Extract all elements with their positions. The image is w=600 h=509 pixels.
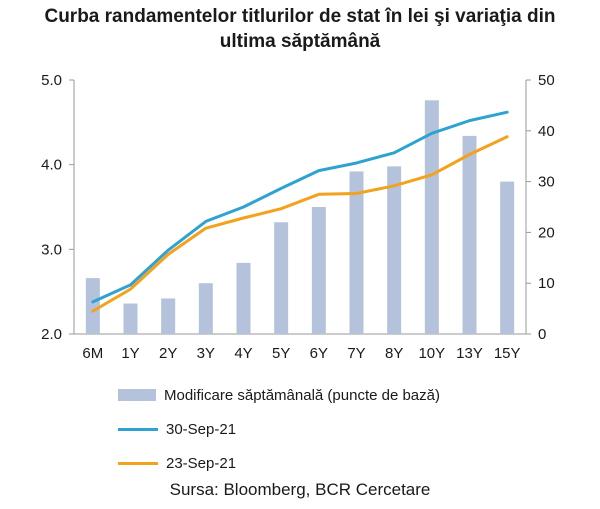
x-tick-label: 6M xyxy=(82,345,103,362)
legend-label-bars: Modificare săptămânală (puncte de bază) xyxy=(164,386,440,404)
y-right-tick-label: 10 xyxy=(538,275,555,292)
chart-title-line2: ultima săptămână xyxy=(219,31,381,52)
line-series-sep23 xyxy=(91,135,509,313)
line-series-sep30 xyxy=(91,110,509,304)
bar-6Y xyxy=(311,207,326,334)
y-right-tick-label: 30 xyxy=(538,174,555,191)
y-left-tick-label: 3.0 xyxy=(41,241,62,258)
bar-1Y xyxy=(123,303,138,334)
bar-13Y xyxy=(462,135,477,334)
y-right-tick-label: 40 xyxy=(538,123,555,140)
yield-curve-chart: 2.0 3.0 4.0 5.0 0 10 20 30 40 50 6M 1Y 2Y 3Y 4Y 5Y 6Y 7Y 8… xyxy=(41,72,555,362)
legend-swatch-sep30 xyxy=(118,427,158,431)
chart-legend: Modificare săptămânală (puncte de bază) … xyxy=(118,378,440,480)
legend-item-sep30: 30-Sep-21 xyxy=(118,412,440,446)
bar-4Y xyxy=(236,262,251,334)
bar-8Y xyxy=(387,166,402,334)
x-tick-label: 2Y xyxy=(159,345,177,362)
x-tick-label: 5Y xyxy=(272,345,290,362)
source-note: Sursa: Bloomberg, BCR Cercetare xyxy=(169,480,431,499)
y-left-tick-label: 2.0 xyxy=(41,326,62,343)
x-tick-label: 10Y xyxy=(418,345,445,362)
legend-swatch-bars xyxy=(118,389,156,401)
bar-2Y xyxy=(161,298,176,334)
chart-title: Curba randamentelor titlurilor de stat î… xyxy=(0,4,600,54)
bar-3Y xyxy=(198,283,213,334)
x-tick-label: 1Y xyxy=(121,345,139,362)
x-tick-label: 13Y xyxy=(456,345,483,362)
y-right-tick-label: 50 xyxy=(538,72,555,89)
x-tick-label: 8Y xyxy=(385,345,403,362)
y-left-tick-label: 5.0 xyxy=(41,72,62,89)
bar-5Y xyxy=(274,222,289,334)
x-tick-label: 4Y xyxy=(234,345,252,362)
legend-item-bars: Modificare săptămânală (puncte de bază) xyxy=(118,378,440,412)
y-left-tick-label: 4.0 xyxy=(41,157,62,174)
x-tick-label: 15Y xyxy=(494,345,521,362)
chart-title-line1: Curba randamentelor titlurilor de stat î… xyxy=(44,6,556,27)
y-right-tick-label: 0 xyxy=(538,326,546,343)
bar-10Y xyxy=(424,100,439,334)
legend-label-sep23: 23-Sep-21 xyxy=(166,454,237,472)
y-right-tick-label: 20 xyxy=(538,224,555,241)
x-tick-label: 6Y xyxy=(310,345,328,362)
x-tick-label: 3Y xyxy=(197,345,215,362)
legend-label-sep30: 30-Sep-21 xyxy=(166,420,237,438)
x-tick-label: 7Y xyxy=(347,345,365,362)
bar-6M xyxy=(85,278,100,334)
bar-7Y xyxy=(349,171,364,334)
bar-15Y xyxy=(500,181,515,334)
legend-item-sep23: 23-Sep-21 xyxy=(118,446,440,480)
legend-swatch-sep23 xyxy=(118,461,158,465)
